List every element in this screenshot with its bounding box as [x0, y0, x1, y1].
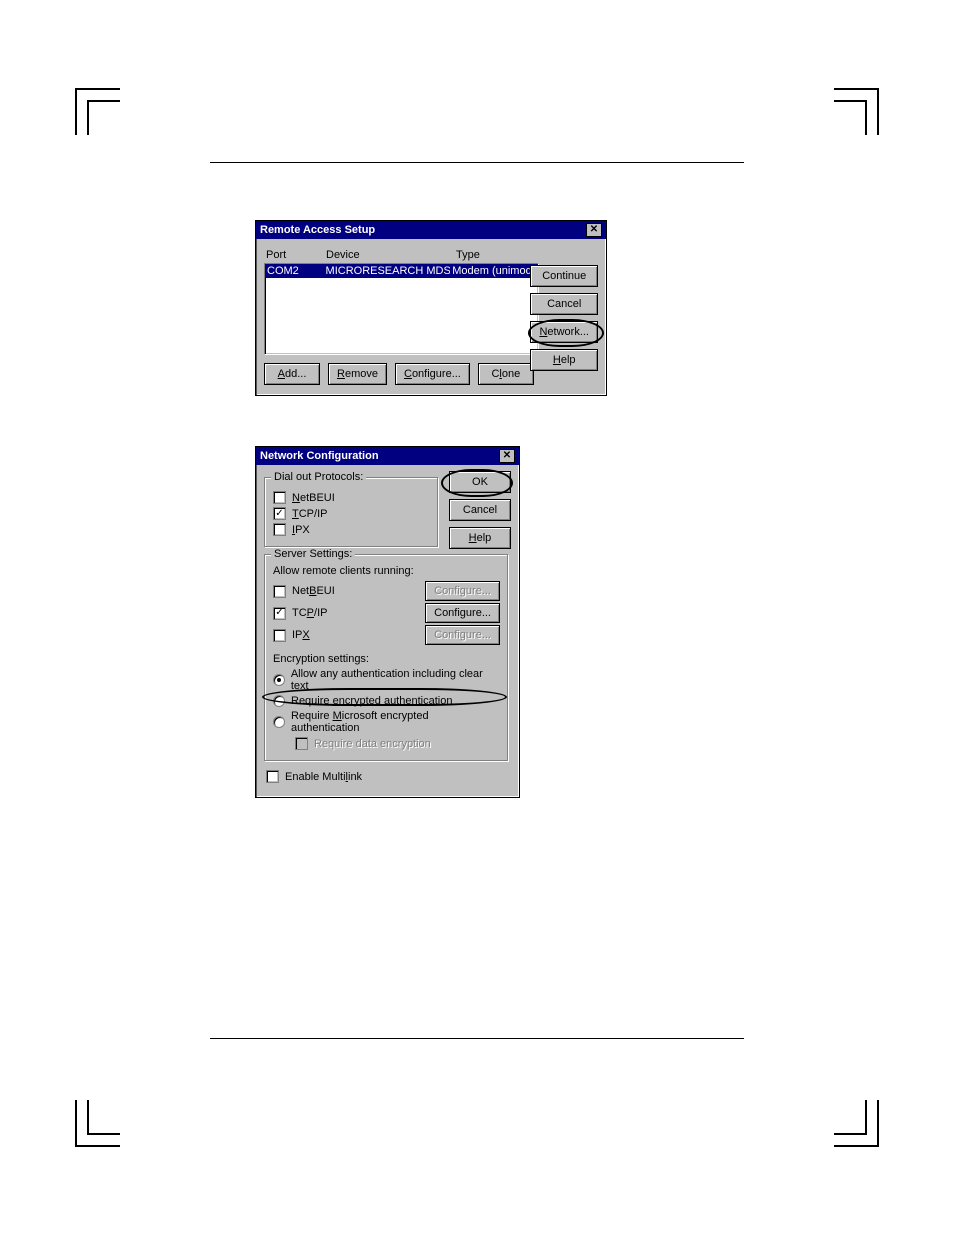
checkbox-icon [273, 491, 286, 504]
encryption-label: Encryption settings: [273, 653, 500, 665]
close-icon[interactable]: ✕ [499, 449, 515, 463]
ipx-checkbox[interactable]: IPX [273, 523, 430, 536]
clone-button[interactable]: Clone [478, 363, 534, 385]
configure-tcpip-button[interactable]: Configure... [425, 603, 500, 623]
configure-ipx-button[interactable]: Configure... [425, 625, 500, 645]
cell-port: COM2 [265, 264, 324, 278]
ok-button[interactable]: OK [449, 471, 511, 493]
remote-access-setup-dialog: Remote Access Setup ✕ Port Device Type C… [255, 220, 607, 396]
dialog-title: Network Configuration [260, 450, 379, 462]
btn-label: emove [345, 368, 378, 380]
checkbox-icon [273, 585, 286, 598]
btn-label: elp [561, 354, 576, 366]
cancel-button[interactable]: Cancel [530, 293, 598, 315]
checkbox-icon: ✓ [273, 607, 286, 620]
btn-label: etwork... [547, 326, 589, 338]
btn-label: one [502, 368, 520, 380]
enable-multilink-checkbox[interactable]: Enable Multilink [266, 770, 509, 783]
list-header: Port Device Type [264, 245, 598, 263]
netbeui-checkbox[interactable]: NetBEUI [273, 491, 430, 504]
server-settings-group: Server Settings: Allow remote clients ru… [264, 554, 509, 762]
srv-netbeui-checkbox[interactable]: NetBEUI [273, 585, 335, 598]
dialout-protocols-group: Dial out Protocols: NetBEUI ✓TCP/IP IPX [264, 477, 439, 548]
rule-top [210, 162, 744, 163]
auth-cleartext-radio[interactable]: Allow any authentication including clear… [273, 668, 500, 692]
srv-ipx-checkbox[interactable]: IPX [273, 629, 310, 642]
group-legend: Server Settings: [271, 548, 355, 560]
titlebar[interactable]: Remote Access Setup ✕ [256, 221, 606, 239]
data-encryption-checkbox: Require data encryption [295, 737, 500, 750]
checkbox-icon: ✓ [273, 507, 286, 520]
auth-encrypted-radio[interactable]: Require encrypted authentication [273, 695, 500, 707]
srv-tcpip-checkbox[interactable]: ✓TCP/IP [273, 607, 327, 620]
tcpip-checkbox[interactable]: ✓TCP/IP [273, 507, 430, 520]
cell-type: Modem (unimodem) [450, 264, 538, 278]
col-device: Device [326, 249, 456, 261]
network-button[interactable]: Network... [530, 321, 598, 343]
configure-button[interactable]: Configure... [395, 363, 470, 385]
radio-icon [273, 716, 285, 728]
btn-label: onfigure... [412, 368, 461, 380]
continue-button[interactable]: Continue [530, 265, 598, 287]
remove-button[interactable]: Remove [328, 363, 387, 385]
close-icon[interactable]: ✕ [586, 223, 602, 237]
auth-ms-radio[interactable]: Require Microsoft encrypted authenticati… [273, 710, 500, 734]
cancel-button[interactable]: Cancel [449, 499, 511, 521]
crop-mark [75, 75, 135, 135]
radio-icon [273, 695, 285, 707]
help-button[interactable]: Help [530, 349, 598, 371]
col-port: Port [266, 249, 326, 261]
btn-label: dd... [285, 368, 306, 380]
checkbox-icon [273, 523, 286, 536]
titlebar[interactable]: Network Configuration ✕ [256, 447, 519, 465]
radio-icon [273, 674, 285, 686]
col-type: Type [456, 249, 546, 261]
checkbox-icon [266, 770, 279, 783]
help-button[interactable]: Help [449, 527, 511, 549]
rule-bottom [210, 1038, 744, 1039]
checkbox-icon [273, 629, 286, 642]
allow-label: Allow remote clients running: [273, 565, 500, 577]
checkbox-icon [295, 737, 308, 750]
add-button[interactable]: Add... [264, 363, 320, 385]
crop-mark [819, 75, 879, 135]
crop-mark [819, 1100, 879, 1160]
group-legend: Dial out Protocols: [271, 471, 366, 483]
list-item[interactable]: COM2 MICRORESEARCH MDS12... Modem (unimo… [265, 264, 538, 278]
network-configuration-dialog: Network Configuration ✕ OK Cancel Help D… [255, 446, 520, 798]
cell-device: MICRORESEARCH MDS12... [324, 264, 451, 278]
crop-mark [75, 1100, 135, 1160]
dialog-title: Remote Access Setup [260, 224, 375, 236]
configure-netbeui-button[interactable]: Configure... [425, 581, 500, 601]
port-listbox[interactable]: COM2 MICRORESEARCH MDS12... Modem (unimo… [264, 263, 539, 355]
